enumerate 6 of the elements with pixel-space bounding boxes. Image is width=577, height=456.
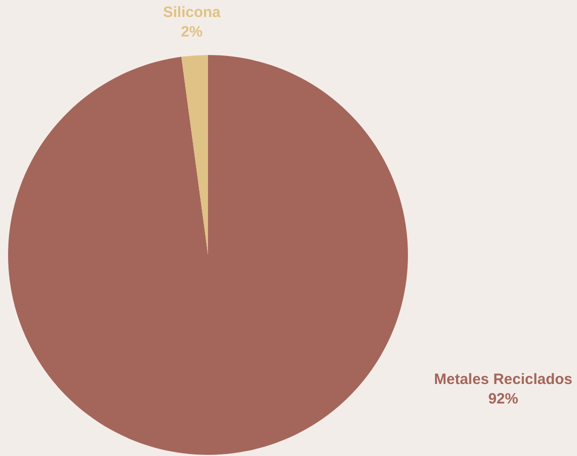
slice-label: Metales Reciclados (434, 371, 572, 388)
slice-label: Silicona (163, 4, 222, 21)
data-label: 92% (488, 390, 518, 408)
data-label: 2% (180, 24, 203, 40)
pie-slice (8, 54, 408, 454)
pie-slice (181, 54, 208, 255)
